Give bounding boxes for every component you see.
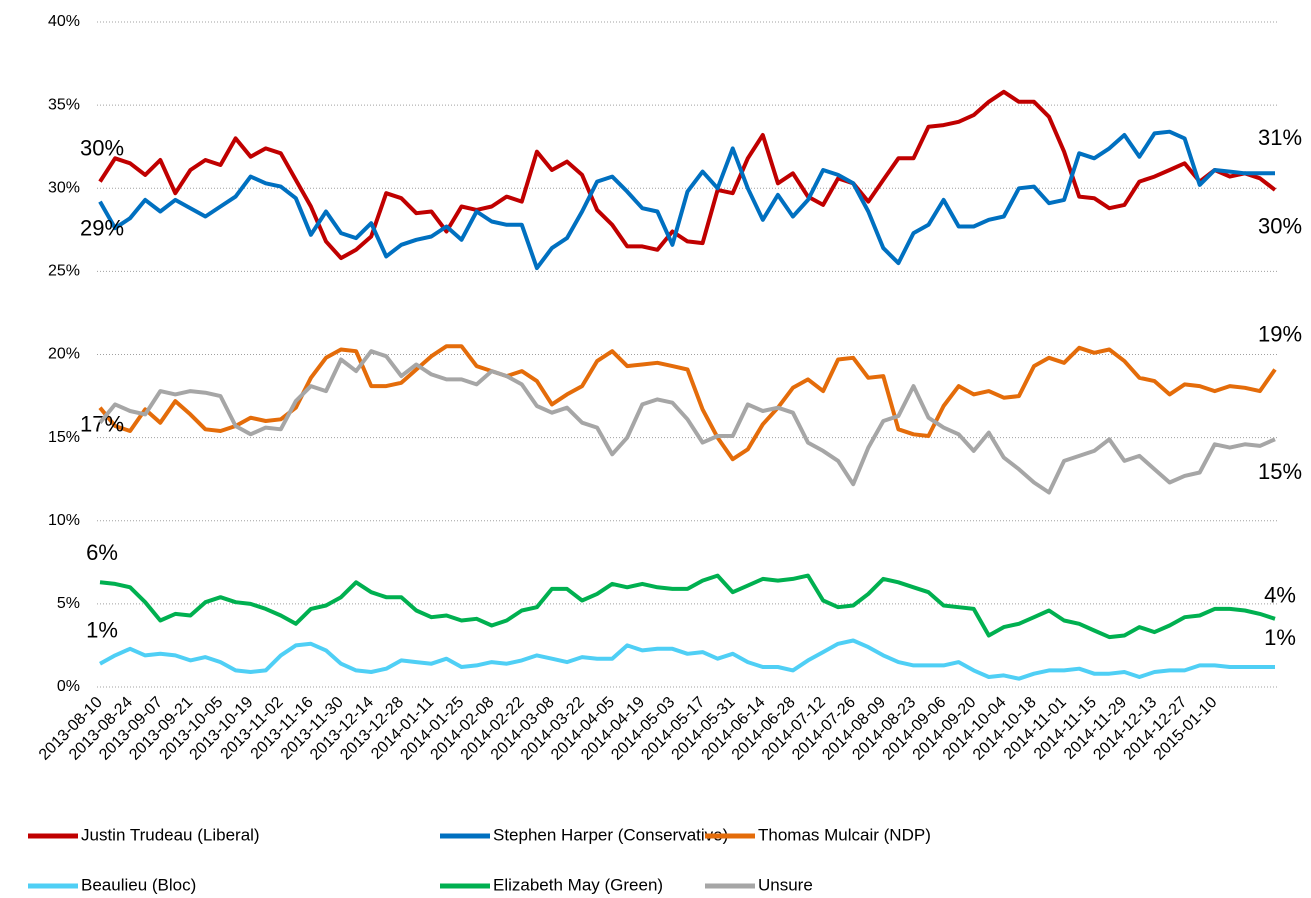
- y-tick-label: 0%: [57, 678, 80, 695]
- y-tick-label: 15%: [48, 429, 80, 446]
- legend-label: Thomas Mulcair (NDP): [758, 825, 931, 844]
- data-label: 4%: [1264, 583, 1296, 608]
- y-tick-label: 5%: [57, 595, 80, 612]
- legend-label: Elizabeth May (Green): [493, 875, 663, 894]
- series-line: [99, 638, 1275, 681]
- legend-label: Unsure: [758, 875, 813, 894]
- y-tick-label: 10%: [48, 512, 80, 529]
- y-tick-label: 40%: [48, 13, 80, 30]
- data-label: 29%: [80, 215, 124, 240]
- legend-label: Justin Trudeau (Liberal): [81, 825, 260, 844]
- series-line: [98, 129, 1275, 271]
- data-label: 6%: [86, 540, 118, 565]
- data-label: 31%: [1258, 125, 1302, 150]
- data-label: 19%: [1258, 321, 1302, 346]
- legend-label: Beaulieu (Bloc): [81, 875, 196, 894]
- legend-label: Stephen Harper (Conservative): [493, 825, 728, 844]
- series-line: [98, 89, 1277, 261]
- y-tick-label: 30%: [48, 179, 80, 196]
- data-label: 1%: [86, 618, 118, 643]
- series-line: [98, 349, 1276, 495]
- series-line: [99, 573, 1276, 640]
- y-tick-label: 20%: [48, 346, 80, 363]
- data-label: 17%: [80, 412, 124, 437]
- data-label: 30%: [1258, 214, 1302, 239]
- data-label: 30%: [80, 135, 124, 160]
- y-tick-label: 25%: [48, 263, 80, 280]
- data-label: 15%: [1258, 459, 1302, 484]
- data-label: 1%: [1264, 625, 1296, 650]
- series-line: [98, 344, 1277, 462]
- y-tick-label: 35%: [48, 96, 80, 113]
